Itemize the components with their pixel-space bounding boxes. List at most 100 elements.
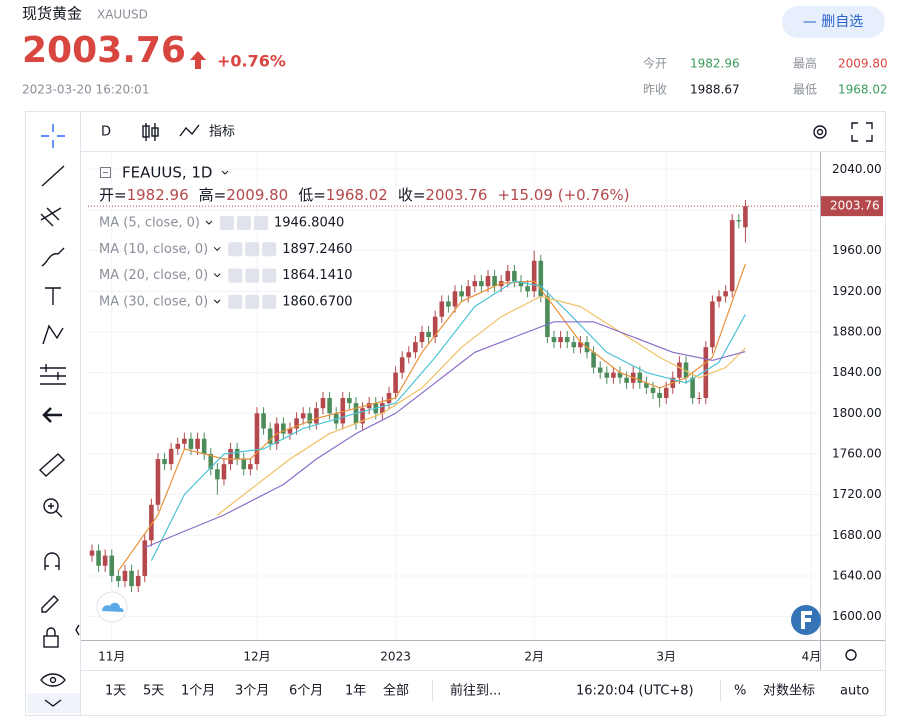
candle-body (386, 392, 392, 404)
chevron (213, 246, 221, 252)
ruler-tool[interactable] (38, 453, 66, 477)
stat-value: 1968.02 (838, 83, 888, 97)
candle-body (360, 408, 365, 424)
lock-draw-tool[interactable] (41, 595, 59, 613)
indicator-icon[interactable] (179, 124, 200, 137)
candle-body (175, 443, 181, 449)
zoom-tool[interactable] (43, 498, 59, 514)
watchlist-label[interactable]: — 删自选 (803, 14, 863, 30)
interval[interactable]: D (101, 125, 111, 140)
chevron (205, 220, 213, 225)
measure-tool[interactable] (40, 364, 66, 385)
ma-control[interactable] (262, 268, 277, 283)
collapse-legend[interactable] (100, 167, 111, 178)
y-tick-label: 1800.00 (832, 406, 882, 420)
candle-body (650, 387, 656, 393)
watchlist-button[interactable] (782, 6, 885, 38)
candle-body (281, 423, 286, 434)
candle-body (505, 270, 511, 282)
settings-icon[interactable] (813, 125, 827, 139)
crosshair-tool[interactable] (41, 124, 65, 148)
range-button[interactable]: 5天 (143, 684, 164, 699)
eye-tool[interactable] (40, 673, 66, 687)
stat-value: 1982.96 (690, 57, 740, 71)
ma-control[interactable] (219, 216, 234, 230)
hide-arrow[interactable] (75, 624, 80, 636)
log-button[interactable]: 对数坐标 (763, 684, 815, 699)
last-price-box (821, 196, 883, 217)
candle-icon[interactable] (142, 123, 159, 141)
brush-tool[interactable] (41, 247, 65, 267)
magnet-tool[interactable] (44, 552, 60, 570)
collapse-button[interactable] (27, 693, 80, 713)
stat-value: 2009.80 (838, 57, 888, 71)
candle-body (591, 352, 596, 368)
ma-value: 1864.1410 (282, 268, 352, 283)
ma-control[interactable] (228, 268, 243, 283)
candle-body (426, 331, 431, 338)
candle-body (102, 555, 108, 566)
ma-control[interactable] (262, 294, 277, 309)
range-button[interactable]: 1年 (345, 684, 366, 699)
ma-control[interactable] (228, 294, 243, 309)
candle-body (340, 398, 346, 424)
ma-control[interactable] (245, 242, 260, 257)
candle-body (710, 301, 715, 348)
candle-body (703, 347, 709, 399)
left-toolbar (38, 124, 66, 687)
range-button[interactable]: 1天 (105, 684, 126, 699)
lock-tool[interactable] (43, 635, 59, 648)
candle-body (637, 372, 643, 383)
line-tool[interactable] (41, 165, 65, 187)
percent-button[interactable]: % (734, 684, 746, 699)
collapse-icon (44, 699, 62, 707)
ma-control[interactable] (253, 216, 268, 230)
x-tick-label: 4月 (802, 650, 822, 664)
indicators[interactable]: 指标 (209, 125, 235, 140)
ma-name: MA (30, close, 0) (99, 294, 208, 309)
ohlc-value: 2003.76 (425, 186, 487, 204)
candle-body (538, 260, 544, 297)
ma-control[interactable] (236, 216, 251, 230)
x-tick-label: 11月 (98, 650, 125, 664)
ma-control[interactable] (262, 242, 277, 257)
candle-body (89, 550, 95, 556)
range-button[interactable]: 3个月 (235, 684, 269, 699)
candle-body (723, 291, 728, 297)
back-tool[interactable] (42, 407, 62, 423)
candle-body (551, 337, 557, 343)
fullscreen-icon[interactable] (851, 122, 873, 142)
text-tool[interactable] (45, 287, 61, 305)
ohlc-key: 收= (398, 186, 426, 204)
range-button[interactable]: 1个月 (181, 684, 215, 699)
axis-settings[interactable] (845, 649, 857, 661)
range-button[interactable]: 6个月 (289, 684, 323, 699)
ma-control[interactable] (245, 294, 260, 309)
candle-body (432, 316, 438, 338)
change: +0.76% (217, 52, 286, 71)
range-button[interactable]: 全部 (383, 683, 409, 699)
candle-body (564, 337, 570, 343)
fib-tool[interactable] (40, 207, 62, 227)
ohlc-key: 高= (199, 186, 227, 204)
ma-control[interactable] (245, 268, 260, 283)
ma-control[interactable] (228, 242, 243, 257)
candle-body (122, 570, 128, 582)
candle-body (512, 270, 517, 282)
candle-body (479, 281, 484, 287)
candle-body (465, 286, 471, 297)
pattern-tool[interactable] (42, 324, 64, 345)
candle-body (307, 413, 313, 424)
chevron (213, 273, 221, 278)
goto-button[interactable]: 前往到... (450, 683, 501, 699)
ma-line (150, 280, 746, 561)
candle-body (287, 428, 293, 434)
candle-body (182, 438, 187, 444)
y-tick-label: 1720.00 (832, 487, 882, 501)
candle-body (109, 555, 115, 576)
candle-body (366, 403, 372, 409)
candle-body (644, 382, 649, 388)
logo-f-letter (801, 611, 812, 629)
clock: 16:20:04 (UTC+8) (576, 684, 694, 699)
auto-button[interactable]: auto (840, 684, 869, 699)
